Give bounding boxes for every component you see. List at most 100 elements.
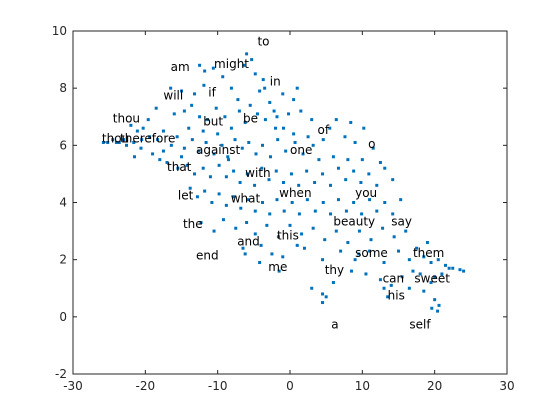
data-point bbox=[272, 109, 276, 113]
data-point bbox=[158, 158, 162, 162]
data-point bbox=[234, 226, 238, 230]
data-point bbox=[305, 198, 309, 202]
point-label: when bbox=[279, 186, 311, 200]
data-point bbox=[268, 155, 272, 159]
data-point bbox=[331, 155, 335, 159]
data-point bbox=[190, 138, 194, 142]
data-point bbox=[437, 303, 441, 307]
y-tick-label: 0 bbox=[59, 310, 67, 324]
point-label: of bbox=[317, 123, 329, 137]
data-point bbox=[293, 140, 297, 144]
data-point bbox=[276, 235, 280, 239]
x-tick-label: 30 bbox=[499, 379, 514, 393]
point-label: that bbox=[167, 160, 192, 174]
data-point bbox=[344, 178, 348, 182]
data-point bbox=[268, 100, 272, 104]
data-point bbox=[317, 158, 321, 162]
data-point bbox=[223, 115, 227, 119]
data-point bbox=[349, 269, 353, 273]
data-point bbox=[302, 246, 306, 250]
data-point bbox=[292, 98, 296, 102]
data-point bbox=[195, 195, 199, 199]
data-point bbox=[334, 118, 338, 122]
point-label: the bbox=[183, 217, 203, 231]
data-point bbox=[245, 221, 249, 225]
point-label: if bbox=[208, 86, 216, 100]
data-point bbox=[306, 135, 310, 139]
data-point bbox=[232, 195, 236, 199]
data-point bbox=[357, 229, 361, 233]
data-point bbox=[295, 86, 299, 90]
point-label: a bbox=[331, 317, 338, 331]
data-point bbox=[254, 152, 258, 156]
data-point bbox=[310, 118, 314, 122]
data-point bbox=[324, 295, 328, 299]
data-point bbox=[208, 175, 212, 179]
data-point bbox=[198, 63, 202, 67]
data-point bbox=[188, 186, 192, 190]
data-point bbox=[404, 229, 408, 233]
point-label: will bbox=[163, 89, 183, 103]
data-point bbox=[391, 212, 395, 216]
data-point bbox=[227, 158, 231, 162]
data-point bbox=[331, 281, 335, 285]
data-point bbox=[265, 223, 269, 227]
data-point bbox=[321, 301, 325, 305]
point-label: self bbox=[409, 317, 431, 331]
data-point bbox=[187, 126, 191, 130]
data-point bbox=[440, 272, 444, 276]
data-point bbox=[217, 192, 221, 196]
data-point bbox=[284, 149, 288, 153]
data-point bbox=[237, 109, 241, 113]
data-point bbox=[212, 152, 216, 156]
data-point bbox=[430, 306, 434, 310]
data-point bbox=[233, 138, 237, 142]
data-point bbox=[203, 69, 207, 73]
data-point bbox=[349, 120, 353, 124]
data-point bbox=[210, 201, 214, 204]
data-point bbox=[353, 140, 357, 144]
data-point bbox=[141, 126, 145, 130]
data-point bbox=[125, 143, 129, 147]
data-point bbox=[148, 135, 152, 139]
data-point bbox=[362, 126, 366, 130]
point-label: one bbox=[290, 143, 312, 157]
point-label: but bbox=[203, 114, 223, 128]
data-point bbox=[295, 243, 299, 247]
data-point bbox=[268, 212, 272, 216]
data-point bbox=[400, 275, 404, 279]
data-point bbox=[383, 201, 387, 204]
data-point bbox=[258, 261, 262, 265]
data-point bbox=[221, 75, 225, 79]
data-point bbox=[364, 272, 368, 276]
data-point bbox=[180, 89, 183, 93]
data-point bbox=[270, 252, 274, 256]
point-label: to bbox=[257, 34, 269, 48]
data-point bbox=[114, 140, 118, 144]
data-point bbox=[359, 180, 363, 184]
data-point bbox=[378, 160, 382, 164]
data-point bbox=[242, 63, 246, 67]
data-point bbox=[236, 98, 240, 102]
x-tick-label: -10 bbox=[208, 379, 228, 393]
data-point bbox=[193, 172, 197, 176]
data-point bbox=[180, 155, 183, 159]
data-point bbox=[169, 143, 173, 147]
data-point bbox=[321, 292, 325, 296]
data-point bbox=[353, 258, 357, 262]
data-point bbox=[176, 166, 180, 170]
data-point bbox=[382, 286, 386, 290]
data-point bbox=[260, 166, 264, 170]
data-point bbox=[300, 232, 304, 236]
data-point bbox=[243, 252, 247, 256]
data-point bbox=[203, 189, 207, 193]
data-point bbox=[346, 158, 350, 162]
data-point bbox=[212, 229, 216, 233]
data-point bbox=[277, 269, 281, 273]
data-point bbox=[250, 58, 254, 62]
data-point bbox=[214, 106, 218, 110]
data-point bbox=[289, 172, 293, 176]
point-label: thou bbox=[102, 131, 129, 145]
